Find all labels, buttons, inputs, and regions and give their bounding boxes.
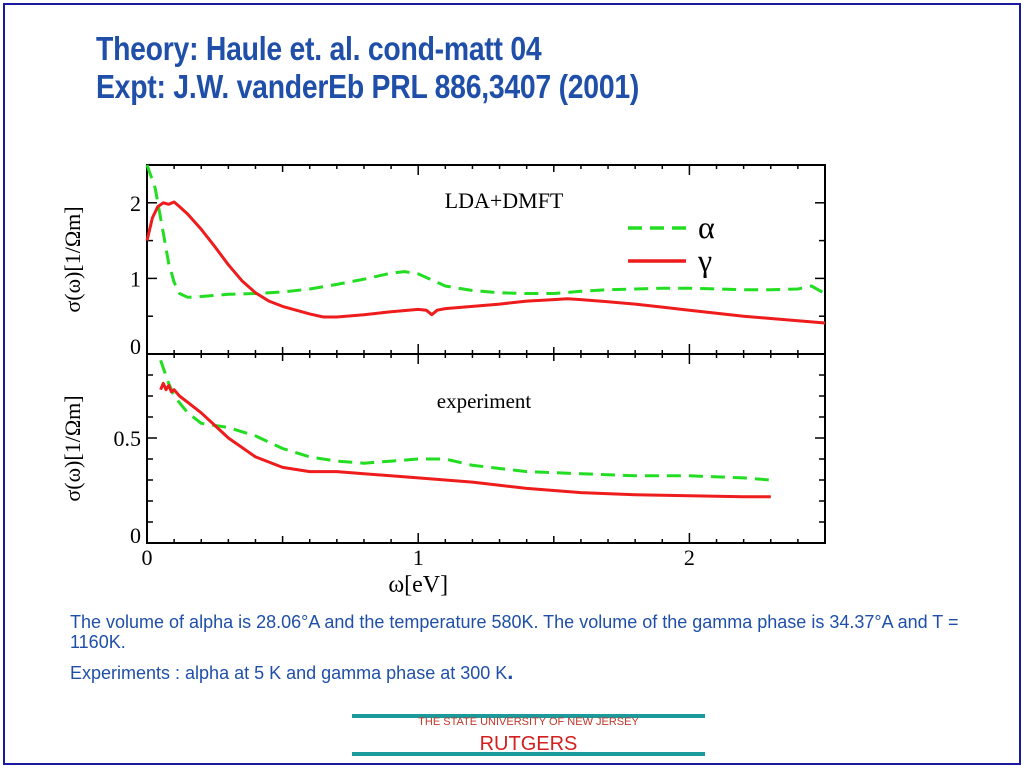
footer-rutgers: RUTGERS [479, 733, 578, 755]
panel-1-annotation: LDA+DMFT [445, 188, 564, 213]
panel-1-ytick-label: 0 [130, 334, 141, 359]
panel-1-series-gamma-line [145, 200, 826, 325]
caption-experiments-text: Experiments : alpha at 5 K and gamma pha… [70, 663, 508, 683]
footer-university: THE STATE UNIVERSITY OF NEW JERSEY [418, 716, 639, 728]
panel-2-annotation: experiment [437, 389, 532, 413]
panel-2-xlabel: ω[eV] [388, 572, 448, 598]
caption-experiments-end: . [507, 659, 514, 684]
panel-1-ylabel: σ(ω)[1/Ωm] [60, 206, 85, 312]
panel-1-legend-gamma-label: γ [697, 242, 712, 278]
panel-2-series-gamma-line [159, 381, 771, 499]
title-line-experiment: Expt: J.W. vanderEb PRL 886,3407 (2001) [96, 68, 640, 105]
panel-2-ytick-label: 0 [130, 523, 141, 548]
panel-1-ytick-label: 1 [130, 266, 141, 291]
panel-1-ytick-label: 2 [130, 191, 141, 216]
footer-bottom-rule [352, 752, 705, 756]
panel-2-series-alpha-line [159, 359, 771, 482]
panel-1-series-alpha-line [145, 164, 826, 299]
panel-2-ytick-label: 0.5 [114, 426, 142, 451]
title-line-theory: Theory: Haule et. al. cond-matt 04 [96, 30, 542, 67]
caption: The volume of alpha is 28.06°A and the t… [70, 612, 1000, 683]
panel-2-xtick-label: 0 [142, 545, 153, 570]
panel-2-ylabel: σ(ω)[1/Ωm] [60, 395, 85, 501]
panel-1-legend-alpha-label: α [698, 209, 715, 245]
caption-volume-temperature: The volume of alpha is 28.06°A and the t… [70, 612, 959, 652]
footer-top-rule [352, 714, 705, 718]
panel-2-axes-frame [146, 353, 826, 544]
slide-frame [3, 3, 1021, 765]
caption-experiments: Experiments : alpha at 5 K and gamma pha… [70, 659, 1000, 684]
panel-2-xtick-label: 2 [684, 545, 695, 570]
panel-2-xtick-label: 1 [413, 545, 424, 570]
slide-title: Theory: Haule et. al. cond-matt 04 Expt:… [96, 30, 639, 106]
